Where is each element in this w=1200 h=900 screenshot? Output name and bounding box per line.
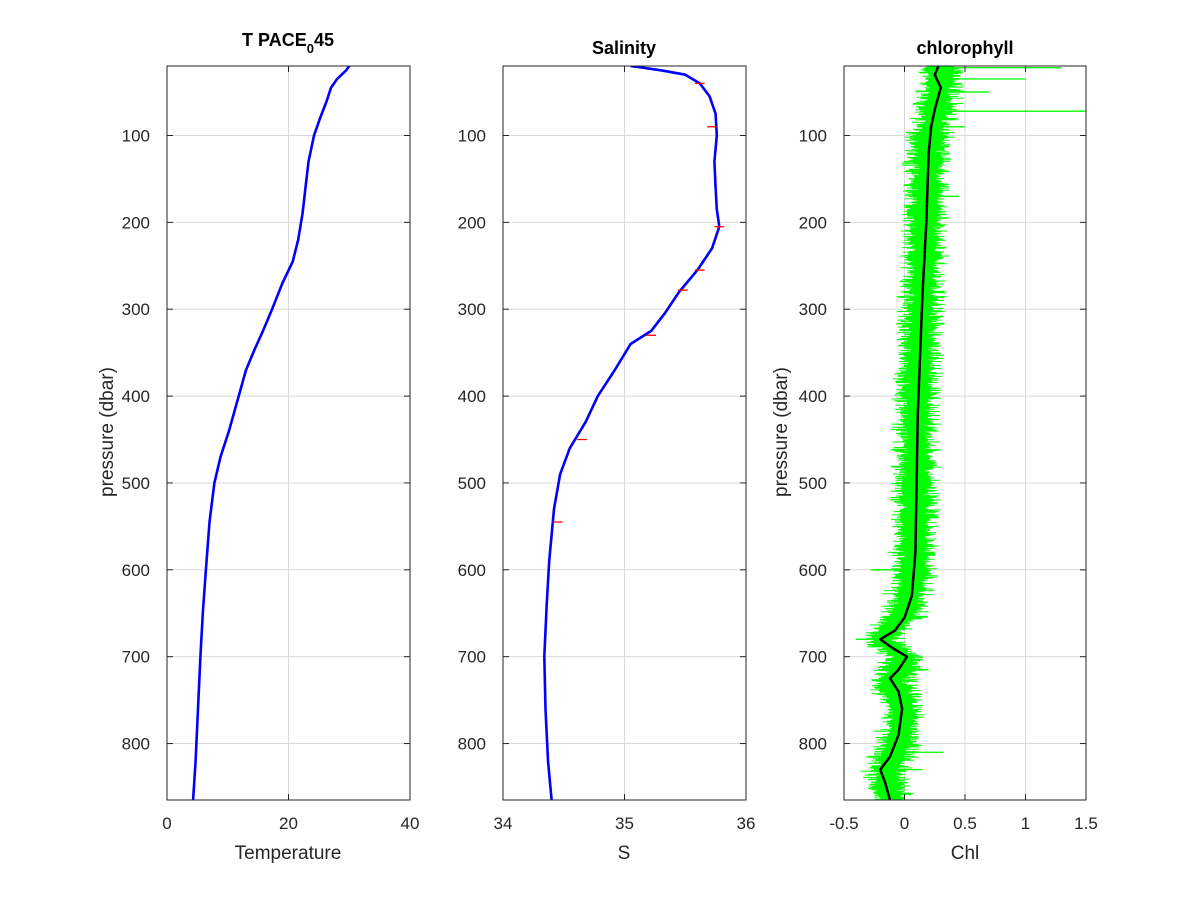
salinity-ytick-label-4: 500 — [458, 474, 486, 493]
chlorophyll-ytick-label-6: 700 — [799, 648, 827, 667]
chlorophyll-x-axis-label: Chl — [951, 843, 980, 864]
salinity-ytick-label-7: 800 — [458, 735, 486, 754]
chlorophyll-ytick-label-0: 100 — [799, 126, 827, 145]
temperature-ytick-label-1: 200 — [122, 213, 150, 232]
temperature-series-line-0 — [191, 66, 351, 800]
chlorophyll-panel-title: chlorophyll — [916, 38, 1013, 58]
temperature-ytick-label-2: 300 — [122, 300, 150, 319]
temperature-panel-title: T PACE045 — [242, 30, 334, 56]
chlorophyll-plot-area — [856, 66, 1086, 800]
salinity-xtick-label-1: 35 — [615, 814, 634, 833]
chlorophyll-series-line-1 — [879, 66, 943, 800]
temperature-xtick-label-2: 40 — [401, 814, 420, 833]
temperature-title-subscript: 0 — [307, 41, 314, 56]
chlorophyll-ytick-label-5: 600 — [799, 561, 827, 580]
chlorophyll-panel: chlorophyll Chl pressure (dbar) -0.5 0 0.5… — [771, 38, 1098, 864]
salinity-panel-title: Salinity — [592, 38, 656, 58]
chlorophyll-xtick-label-4: 1.5 — [1074, 814, 1098, 833]
chlorophyll-xtick-label-3: 1 — [1021, 814, 1030, 833]
temperature-title-main: T PACE — [242, 30, 307, 50]
salinity-error-marks — [552, 82, 725, 523]
chlorophyll-xtick-label-0: -0.5 — [829, 814, 858, 833]
chlorophyll-ytick-label-2: 300 — [799, 300, 827, 319]
temperature-x-axis-label: Temperature — [235, 843, 342, 864]
chlorophyll-y-axis-label: pressure (dbar) — [771, 367, 792, 497]
temperature-xtick-label-0: 0 — [162, 814, 171, 833]
salinity-series-line-0 — [543, 66, 721, 800]
salinity-ytick-label-1: 200 — [458, 213, 486, 232]
salinity-plot-area — [543, 66, 725, 800]
temperature-y-axis-label: pressure (dbar) — [97, 367, 118, 497]
salinity-ytick-label-0: 100 — [458, 126, 486, 145]
chlorophyll-xtick-label-2: 0.5 — [953, 814, 977, 833]
salinity-xtick-label-0: 34 — [494, 814, 513, 833]
temperature-xtick-label-1: 20 — [279, 814, 298, 833]
salinity-ytick-label-2: 300 — [458, 300, 486, 319]
salinity-x-axis-label: S — [618, 843, 631, 864]
salinity-ytick-label-3: 400 — [458, 387, 486, 406]
temperature-title-tail: 45 — [314, 30, 334, 50]
temperature-ytick-label-0: 100 — [122, 126, 150, 145]
salinity-ytick-label-5: 600 — [458, 561, 486, 580]
salinity-xtick-label-2: 36 — [737, 814, 756, 833]
temperature-plot-area — [191, 66, 351, 800]
chlorophyll-ytick-label-3: 400 — [799, 387, 827, 406]
temperature-ytick-label-6: 700 — [122, 648, 150, 667]
temperature-ytick-label-7: 800 — [122, 735, 150, 754]
chlorophyll-ytick-label-4: 500 — [799, 474, 827, 493]
chlorophyll-ytick-label-1: 200 — [799, 213, 827, 232]
temperature-ytick-label-5: 600 — [122, 561, 150, 580]
chlorophyll-ytick-label-7: 800 — [799, 735, 827, 754]
chlorophyll-xtick-label-1: 0 — [900, 814, 909, 833]
salinity-ytick-label-6: 700 — [458, 648, 486, 667]
temperature-ytick-label-4: 500 — [122, 474, 150, 493]
temperature-ytick-label-3: 400 — [122, 387, 150, 406]
salinity-panel: Salinity S 34 35 36 100 200 300 400 500 600 700 80… — [458, 38, 756, 864]
